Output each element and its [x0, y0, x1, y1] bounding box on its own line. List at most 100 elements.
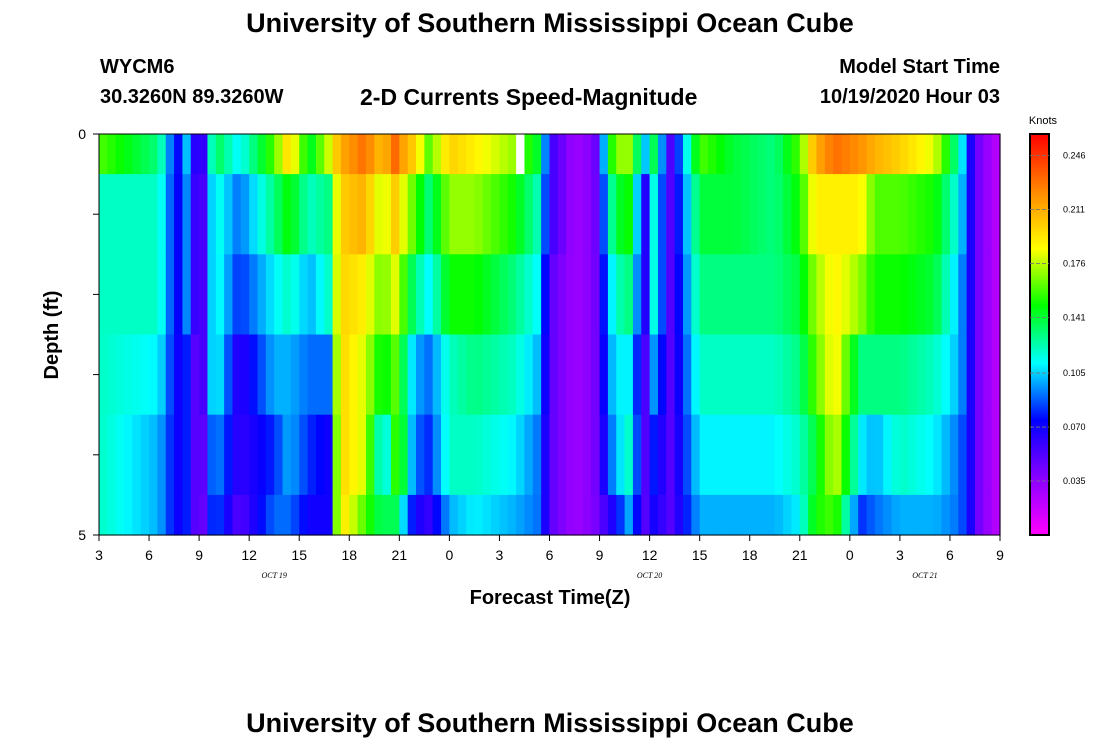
heatmap-cell: [499, 254, 509, 336]
heatmap-cell: [190, 494, 200, 536]
heatmap-cell: [215, 494, 225, 536]
heatmap-cell: [182, 254, 192, 336]
heatmap-cell: [357, 494, 367, 536]
heatmap-cell: [124, 334, 133, 416]
heatmap-cell: [983, 414, 993, 496]
heatmap-cell: [591, 254, 601, 336]
date-label: OCT 21: [912, 571, 937, 580]
heatmap-cell: [616, 414, 626, 496]
heatmap-cell: [591, 134, 601, 175]
heatmap-cell: [983, 174, 993, 255]
heatmap-cell: [507, 334, 517, 416]
heatmap-cell: [599, 134, 609, 175]
heatmap-cell: [991, 174, 1001, 255]
heatmap-cell: [958, 174, 968, 255]
heatmap-cell: [799, 494, 809, 536]
heatmap-cell: [215, 254, 225, 336]
heatmap-cell: [941, 414, 951, 496]
heatmap-cell: [641, 174, 651, 255]
heatmap-cell: [399, 334, 409, 416]
heatmap-cell: [290, 254, 300, 336]
heatmap-cell: [591, 334, 601, 416]
heatmap-cell: [874, 254, 884, 336]
heatmap-cell: [474, 254, 484, 336]
heatmap-cell: [416, 254, 425, 336]
heatmap-cell: [682, 134, 692, 175]
x-tick-label: 9: [596, 547, 604, 563]
heatmap-cell: [424, 334, 434, 416]
heatmap-cell: [382, 134, 392, 175]
heatmap-cell: [599, 254, 609, 336]
heatmap-cell: [599, 414, 609, 496]
heatmap-cell: [482, 174, 492, 255]
heatmap-cell: [349, 414, 359, 496]
heatmap-cell: [149, 254, 158, 336]
heatmap-cell: [357, 254, 367, 336]
heatmap-cell: [724, 174, 734, 255]
heatmap-cell: [249, 254, 259, 336]
heatmap-cell: [457, 134, 467, 175]
heatmap-cell: [115, 134, 125, 175]
heatmap-cell: [766, 414, 776, 496]
heatmap-cell: [741, 174, 751, 255]
heatmap-cell: [657, 254, 667, 336]
x-tick-label: 0: [445, 547, 453, 563]
heatmap-cell: [240, 414, 250, 496]
x-tick-label: 12: [241, 547, 257, 563]
heatmap-cell: [207, 174, 217, 255]
heatmap-cell: [165, 174, 175, 255]
heatmap-cell: [265, 334, 275, 416]
heatmap-cell: [991, 254, 1001, 336]
x-axis: 3 6 9 12 15 18 21 0 3 6 9 12 15 18 21 0 3 6 9 OCT 19 OCT 20 O…: [95, 535, 1004, 580]
heatmap-cell: [941, 174, 951, 255]
heatmap-cell: [374, 134, 384, 175]
heatmap-cell: [132, 174, 142, 255]
heatmap-cell: [699, 494, 709, 536]
heatmap-cell: [207, 254, 217, 336]
x-tick-label: 6: [546, 547, 554, 563]
heatmap-cell: [616, 174, 626, 255]
heatmap-cell: [541, 494, 551, 536]
heatmap-cell: [265, 254, 275, 336]
heatmap-cell: [249, 174, 259, 255]
heatmap-cell: [474, 334, 484, 416]
heatmap-cell: [532, 414, 542, 496]
heatmap-cell: [891, 334, 901, 416]
heatmap-cell: [399, 174, 409, 255]
heatmap-cell: [240, 254, 250, 336]
heatmap-cell: [682, 414, 692, 496]
heatmap-cell: [374, 254, 384, 336]
heatmap-cell: [432, 254, 442, 336]
heatmap-cell: [190, 334, 200, 416]
heatmap-cell: [758, 494, 767, 536]
heatmap-cell: [799, 414, 809, 496]
heatmap-cell: [749, 134, 759, 175]
heatmap-cell: [624, 414, 634, 496]
heatmap-cell: [165, 334, 175, 416]
heatmap-cell: [140, 134, 150, 175]
heatmap-cell: [657, 174, 667, 255]
heatmap-cell: [324, 414, 334, 496]
x-tick-label: 9: [195, 547, 203, 563]
heatmap-cell: [783, 334, 793, 416]
heatmap-cell: [265, 134, 275, 175]
heatmap-cell: [874, 414, 884, 496]
heatmap-cell: [140, 414, 150, 496]
heatmap-cell: [891, 494, 901, 536]
heatmap-cell: [933, 414, 943, 496]
heatmap-cell: [174, 174, 184, 255]
heatmap-cell: [282, 414, 292, 496]
heatmap-cell: [182, 174, 192, 255]
heatmap-cell: [349, 334, 359, 416]
heatmap-cell: [741, 494, 751, 536]
heatmap-cell: [549, 494, 559, 536]
heatmap-cell: [390, 174, 400, 255]
heatmap-cell: [941, 134, 951, 175]
heatmap-cell: [974, 174, 984, 255]
heatmap-cell: [315, 174, 325, 255]
heatmap-cell: [482, 134, 492, 175]
heatmap-cell: [516, 134, 526, 175]
model-start-value: 10/19/2020 Hour 03: [819, 86, 1000, 108]
heatmap-cell: [574, 254, 584, 336]
